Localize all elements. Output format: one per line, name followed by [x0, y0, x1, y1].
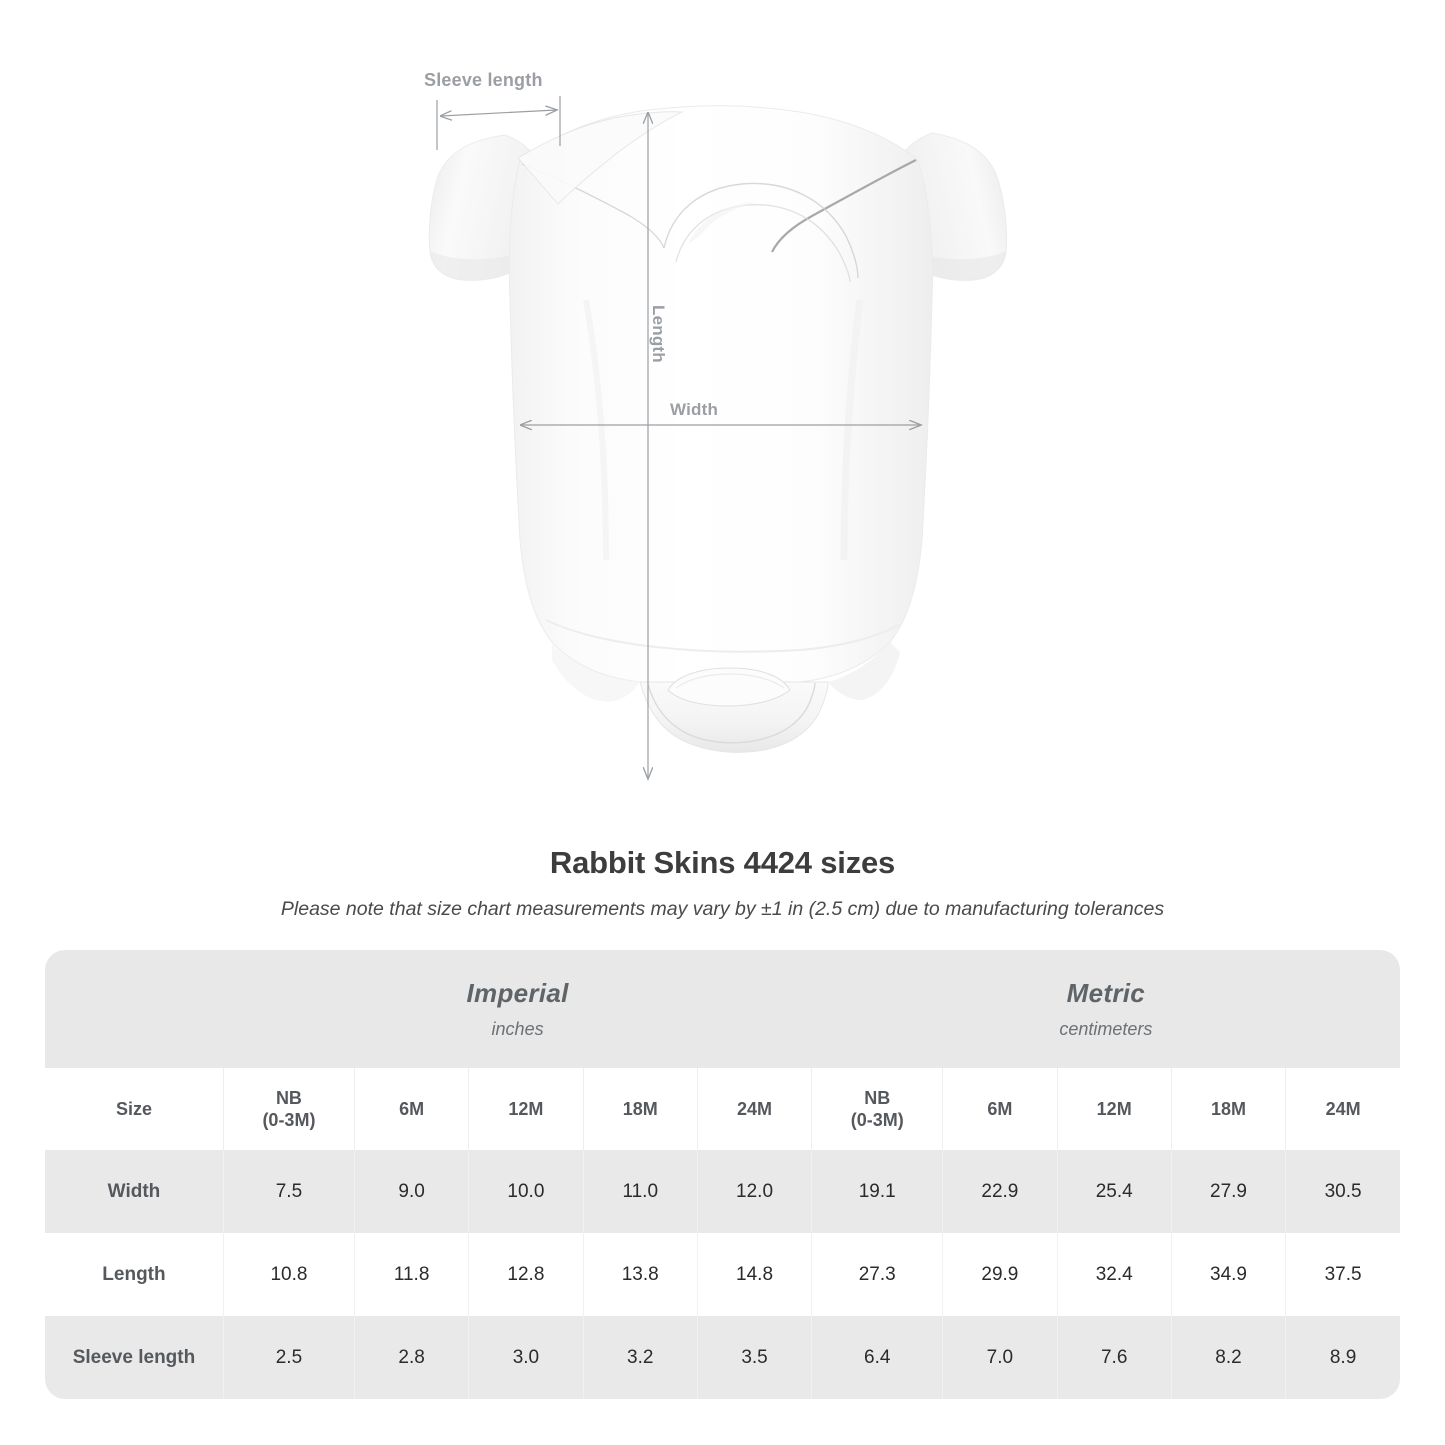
width-dimension-label: Width: [670, 400, 719, 419]
unit-band-row: Imperial inches Metric centimeters: [45, 950, 1400, 1068]
cell-length-imperial-6m: 11.8: [354, 1233, 470, 1316]
cell-length-metric-24m: 37.5: [1285, 1233, 1400, 1316]
cell-length-imperial-12m: 12.8: [468, 1233, 584, 1316]
size-header-metric-nb: NB (0-3M): [811, 1068, 944, 1150]
cell-sleeve-metric-24m: 8.9: [1285, 1316, 1400, 1399]
length-dimension-label: Length: [649, 305, 668, 363]
size-header-metric-18m: 18M: [1171, 1068, 1287, 1150]
cell-length-imperial-24m: 14.8: [697, 1233, 813, 1316]
sleeve-length-dimension-label: Sleeve length: [424, 70, 543, 90]
size-header-imperial-24m: 24M: [697, 1068, 813, 1150]
cell-width-metric-nb: 19.1: [811, 1150, 944, 1233]
cell-sleeve-metric-18m: 8.2: [1171, 1316, 1287, 1399]
unit-group-imperial: Imperial inches: [223, 950, 812, 1068]
tolerance-note: Please note that size chart measurements…: [280, 898, 1165, 920]
cell-sleeve-imperial-6m: 2.8: [354, 1316, 470, 1399]
cell-sleeve-metric-nb: 6.4: [811, 1316, 944, 1399]
bodysuit-illustration: [428, 96, 1008, 830]
cell-length-metric-nb: 27.3: [811, 1233, 944, 1316]
cell-length-imperial-nb: 10.8: [223, 1233, 355, 1316]
title-block: Rabbit Skins 4424 sizes Please note that…: [0, 845, 1445, 921]
unit-sub-metric: centimeters: [1059, 1019, 1153, 1039]
cell-sleeve-imperial-24m: 3.5: [697, 1316, 813, 1399]
table-row: Width 7.5 9.0 10.0 11.0 12.0 19.1 22.9 2…: [45, 1150, 1400, 1233]
cell-length-imperial-18m: 13.8: [583, 1233, 698, 1316]
cell-width-imperial-18m: 11.0: [583, 1150, 698, 1233]
garment-diagram: Sleeve length Length Width: [424, 70, 1008, 830]
size-header-imperial-nb: NB (0-3M): [223, 1068, 355, 1150]
unit-group-metric: Metric centimeters: [811, 950, 1400, 1068]
cell-width-metric-18m: 27.9: [1171, 1150, 1287, 1233]
size-header-imperial-18m: 18M: [583, 1068, 698, 1150]
size-header-metric-12m: 12M: [1057, 1068, 1172, 1150]
size-header-metric-6m: 6M: [942, 1068, 1058, 1150]
cell-length-metric-12m: 32.4: [1057, 1233, 1172, 1316]
cell-sleeve-imperial-12m: 3.0: [468, 1316, 584, 1399]
page-title: Rabbit Skins 4424 sizes: [549, 845, 896, 880]
size-header-line2: (0-3M): [262, 1110, 316, 1130]
table-row: Length 10.8 11.8 12.8 13.8 14.8 27.3 29.…: [45, 1233, 1400, 1316]
size-header-row: Size NB (0-3M) 6M 12M 18M 24M NB (0-3M) …: [45, 1068, 1400, 1150]
cell-sleeve-metric-12m: 7.6: [1057, 1316, 1172, 1399]
size-chart-table-wrapper: Imperial inches Metric centimeters Size …: [45, 950, 1400, 1399]
size-header-imperial-12m: 12M: [468, 1068, 584, 1150]
cell-sleeve-metric-6m: 7.0: [942, 1316, 1058, 1399]
cell-sleeve-imperial-18m: 3.2: [583, 1316, 698, 1399]
size-corner-label: Size: [45, 1068, 224, 1150]
row-label-length: Length: [45, 1233, 224, 1316]
table-row: Sleeve length 2.5 2.8 3.0 3.2 3.5 6.4 7.…: [45, 1316, 1400, 1399]
size-header-metric-24m: 24M: [1285, 1068, 1400, 1150]
cell-width-imperial-6m: 9.0: [354, 1150, 470, 1233]
unit-name-metric: Metric: [1066, 978, 1146, 1008]
unit-name-imperial: Imperial: [466, 978, 569, 1008]
cell-width-metric-12m: 25.4: [1057, 1150, 1172, 1233]
size-header-line1: NB: [864, 1087, 891, 1108]
size-header-line1: NB: [275, 1087, 302, 1108]
row-label-sleeve-length: Sleeve length: [45, 1316, 224, 1399]
size-chart-table: Imperial inches Metric centimeters Size …: [45, 950, 1400, 1399]
cell-width-metric-24m: 30.5: [1285, 1150, 1400, 1233]
cell-length-metric-6m: 29.9: [942, 1233, 1058, 1316]
row-label-width: Width: [45, 1150, 224, 1233]
cell-sleeve-imperial-nb: 2.5: [223, 1316, 355, 1399]
cell-width-metric-6m: 22.9: [942, 1150, 1058, 1233]
cell-length-metric-18m: 34.9: [1171, 1233, 1287, 1316]
size-header-imperial-6m: 6M: [354, 1068, 470, 1150]
cell-width-imperial-12m: 10.0: [468, 1150, 584, 1233]
cell-width-imperial-nb: 7.5: [223, 1150, 355, 1233]
unit-sub-imperial: inches: [491, 1019, 544, 1039]
size-header-line2: (0-3M): [850, 1110, 904, 1130]
cell-width-imperial-24m: 12.0: [697, 1150, 813, 1233]
unit-band-spacer: [45, 950, 224, 1068]
